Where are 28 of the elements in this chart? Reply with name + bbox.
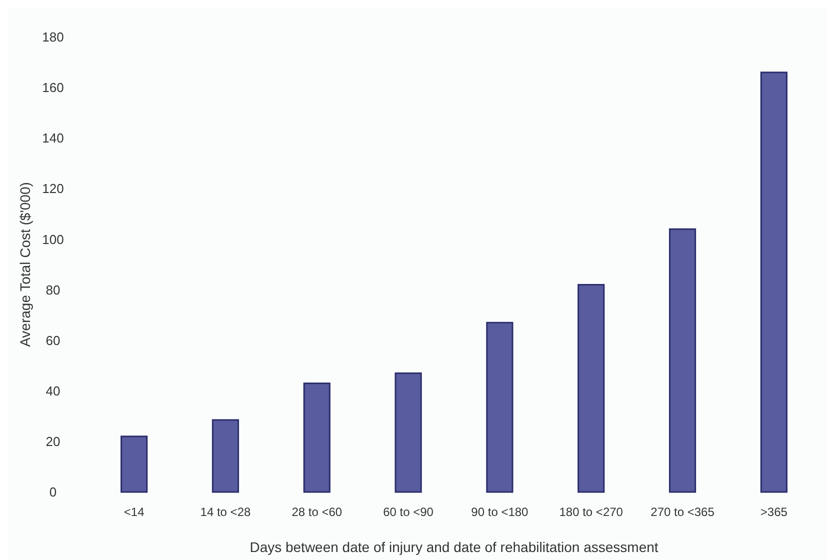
bar (578, 284, 605, 493)
y-tick-label: 120 (42, 181, 64, 196)
x-tick-label: <14 (124, 505, 145, 519)
bar (120, 436, 148, 493)
y-tick-label: 80 (46, 282, 60, 298)
bar (394, 372, 422, 493)
x-tick-label: 14 to <28 (200, 505, 251, 519)
x-tick-label: 60 to <90 (383, 505, 434, 519)
bar (303, 382, 330, 493)
bar (668, 228, 696, 493)
y-tick-label: 40 (46, 383, 60, 398)
y-axis-title: Average Total Cost ($'000) (17, 182, 33, 347)
x-tick-label: 270 to <365 (650, 505, 715, 519)
y-tick-label: 20 (46, 434, 60, 449)
bar (760, 72, 788, 493)
x-tick-label: 90 to <180 (471, 505, 529, 519)
y-tick-label: 60 (46, 332, 60, 348)
y-tick-label: 140 (42, 130, 64, 146)
x-tick-label: >365 (760, 505, 788, 519)
bar (212, 419, 240, 493)
y-tick-label: 100 (42, 232, 64, 247)
x-tick-label: 28 to <60 (292, 505, 342, 519)
bar (486, 322, 514, 493)
y-tick-label: 0 (49, 484, 57, 500)
y-tick-label: 160 (42, 80, 64, 96)
y-tick-label: 180 (42, 30, 64, 45)
x-axis-title: Days between date of injury and date of rehabilitation assessment (250, 539, 658, 555)
x-tick-label: 180 to <270 (559, 505, 624, 519)
